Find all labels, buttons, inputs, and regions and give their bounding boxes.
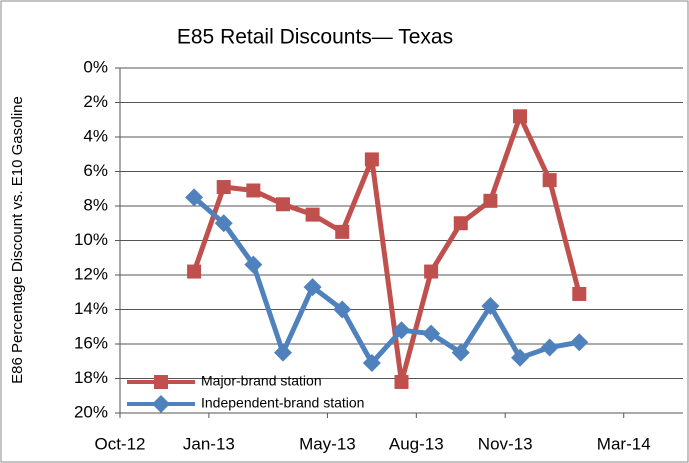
marker bbox=[362, 353, 381, 372]
marker bbox=[216, 180, 231, 195]
marker bbox=[364, 152, 379, 167]
y-tick-label: 20% bbox=[74, 402, 108, 421]
marker bbox=[273, 343, 292, 362]
x-tick-label: Aug-13 bbox=[389, 434, 444, 453]
x-tick-label: May-13 bbox=[299, 434, 356, 453]
x-tick-label: Oct-12 bbox=[94, 434, 145, 453]
y-tick-label: 6% bbox=[83, 161, 108, 180]
y-axis-title: E86 Percentage Discount vs. E10 Gasoline bbox=[9, 96, 26, 384]
marker bbox=[572, 286, 587, 301]
marker bbox=[481, 297, 500, 316]
marker bbox=[185, 188, 204, 207]
marker bbox=[451, 343, 470, 362]
marker bbox=[333, 300, 352, 319]
marker bbox=[303, 278, 322, 297]
y-tick-label: 8% bbox=[83, 195, 108, 214]
marker bbox=[214, 214, 233, 233]
marker bbox=[422, 324, 441, 343]
x-tick-label: Jan-13 bbox=[183, 434, 235, 453]
marker bbox=[246, 183, 261, 198]
y-tick-label: 4% bbox=[83, 126, 108, 145]
marker bbox=[483, 193, 498, 208]
marker bbox=[335, 224, 350, 239]
marker bbox=[392, 321, 411, 340]
legend-label: Independent-brand station bbox=[201, 395, 364, 411]
marker bbox=[453, 216, 468, 231]
marker bbox=[305, 207, 320, 222]
legend-label: Major-brand station bbox=[201, 373, 322, 389]
series-line bbox=[192, 195, 580, 366]
marker bbox=[542, 173, 557, 188]
y-tick-label: 10% bbox=[74, 230, 108, 249]
marker bbox=[511, 348, 530, 367]
x-tick-label: Mar-14 bbox=[597, 434, 651, 453]
marker bbox=[275, 197, 290, 212]
legend-marker bbox=[152, 395, 170, 413]
marker bbox=[570, 333, 589, 352]
marker bbox=[513, 109, 528, 124]
y-tick-label: 2% bbox=[83, 92, 108, 111]
y-tick-label: 14% bbox=[74, 299, 108, 318]
legend-marker bbox=[154, 375, 168, 389]
marker bbox=[187, 264, 202, 279]
y-tick-label: 18% bbox=[74, 368, 108, 387]
x-tick-label: Nov-13 bbox=[478, 434, 533, 453]
marker bbox=[540, 338, 559, 357]
marker bbox=[424, 264, 439, 279]
y-tick-label: 12% bbox=[74, 264, 108, 283]
y-tick-label: 16% bbox=[74, 333, 108, 352]
marker bbox=[244, 255, 263, 274]
marker bbox=[394, 374, 409, 389]
chart-title: E85 Retail Discounts— Texas bbox=[177, 26, 453, 49]
y-tick-label: 0% bbox=[83, 57, 108, 76]
